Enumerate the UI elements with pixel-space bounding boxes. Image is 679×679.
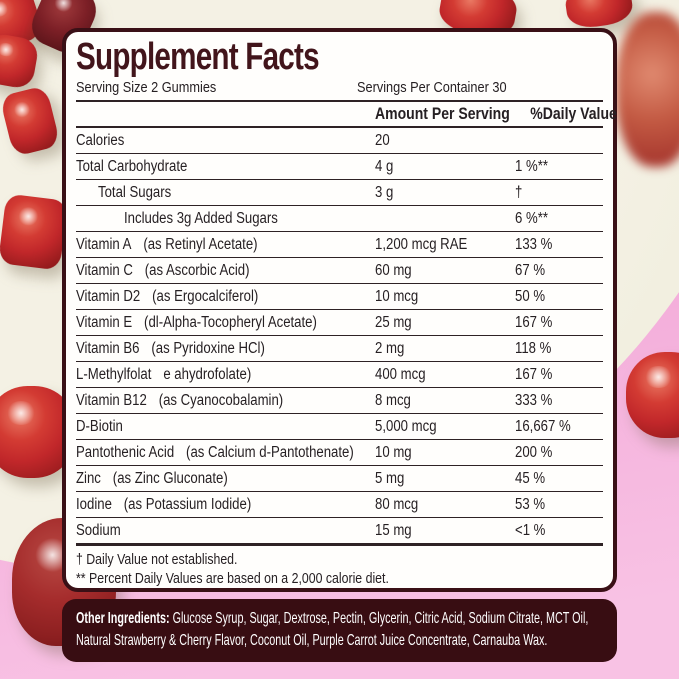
- table-row: Includes 3g Added Sugars 6 %**: [76, 206, 603, 232]
- table-row: Vitamin C (as Ascorbic Acid) 60 mg 67 %: [76, 258, 603, 284]
- table-row: Vitamin D2 (as Ergocalciferol) 10 mcg 50 …: [76, 284, 603, 310]
- table-row: Pantothenic Acid (as Calcium d-Pantothena…: [76, 440, 603, 466]
- other-ingredients-label: Other Ingredients:: [76, 610, 170, 627]
- servings-per-container: Servings Per Container 30: [357, 78, 507, 96]
- supplement-facts-panel: Supplement Facts Serving Size 2 Gummies …: [62, 28, 617, 592]
- table-row: Sodium 15 mg <1 %: [76, 518, 603, 546]
- table-row: Iodine (as Potassium Iodide) 80 mcg 53 %: [76, 492, 603, 518]
- column-header-daily-value: %Daily Value: [530, 104, 617, 123]
- table-row: Zinc (as Zinc Gluconate) 5 mg 45 %: [76, 466, 603, 492]
- serving-size: Serving Size 2 Gummies: [76, 78, 217, 96]
- table-row: Vitamin E (dl-Alpha-Tocopheryl Acetate) 2…: [76, 310, 603, 336]
- footnotes: † Daily Value not established. ** Percen…: [76, 551, 603, 589]
- serving-info-row: Serving Size 2 Gummies Servings Per Cont…: [76, 74, 603, 102]
- table-row: Calories 20: [76, 128, 603, 154]
- footnote-dagger: † Daily Value not established.: [76, 552, 238, 568]
- gummy-icon: [626, 352, 679, 438]
- column-header-amount: Amount Per Serving: [375, 104, 510, 123]
- table-row: Vitamin A (as Retinyl Acetate) 1,200 mcg …: [76, 232, 603, 258]
- table-row: L-Methylfolat e ahydrofolate) 400 mcg 167…: [76, 362, 603, 388]
- panel-title: Supplement Facts: [76, 36, 320, 78]
- table-row: Vitamin B12 (as Cyanocobalamin) 8 mcg 333…: [76, 388, 603, 414]
- other-ingredients-box: Other Ingredients: Glucose Syrup, Sugar,…: [62, 599, 617, 662]
- other-ingredients-text: Other Ingredients: Glucose Syrup, Sugar,…: [76, 610, 589, 649]
- nutrient-table: Calories 20 Total Carbohydrate 4 g 1 %**…: [76, 128, 603, 546]
- gummy-icon: [0, 193, 69, 271]
- table-row: Total Sugars 3 g †: [76, 180, 603, 206]
- table-header-row: Amount Per Serving %Daily Value: [76, 102, 617, 128]
- gummy-icon: [616, 12, 679, 167]
- table-row: Vitamin B6 (as Pyridoxine HCl) 2 mg 118 %: [76, 336, 603, 362]
- table-row: D-Biotin 5,000 mcg 16,667 %: [76, 414, 603, 440]
- table-row: Total Carbohydrate 4 g 1 %**: [76, 154, 603, 180]
- footnote-percent: ** Percent Daily Values are based on a 2…: [76, 571, 389, 587]
